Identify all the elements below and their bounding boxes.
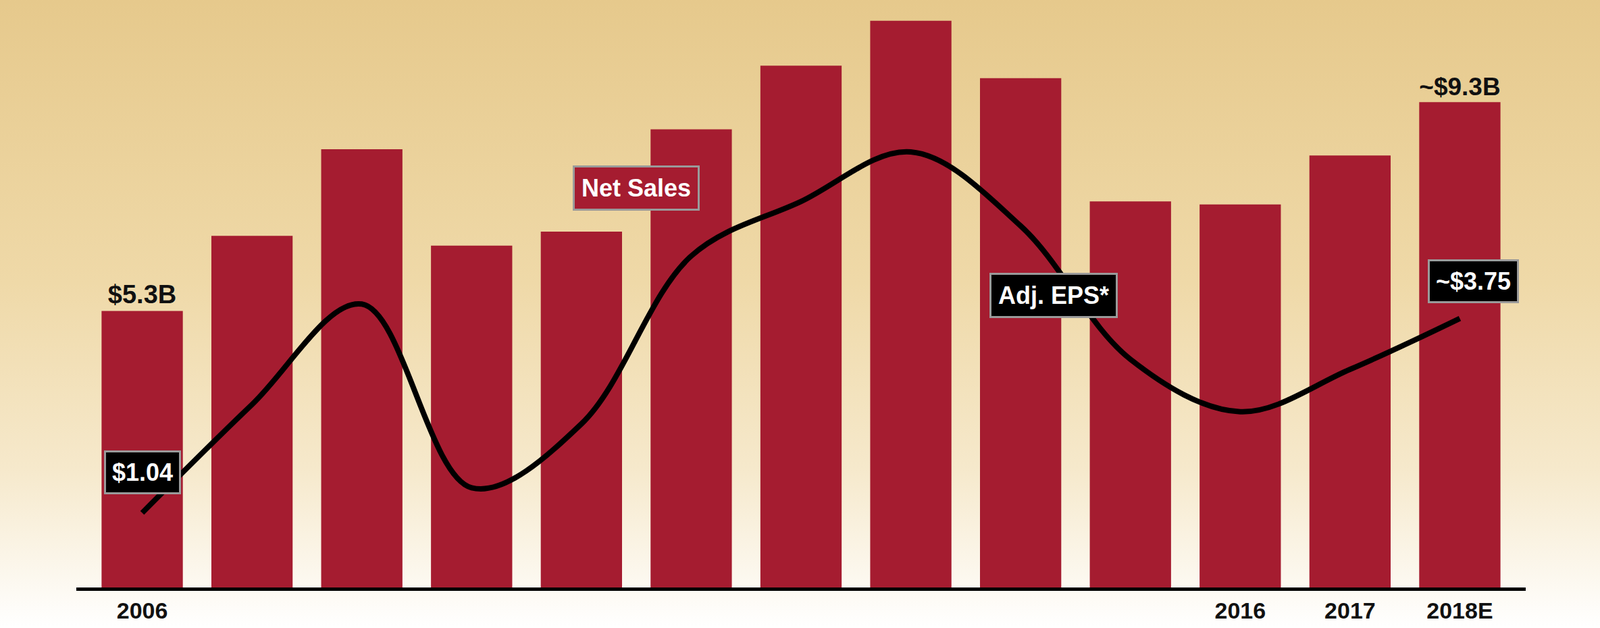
svg-text:Adj. EPS*: Adj. EPS*: [998, 281, 1109, 310]
svg-text:2016: 2016: [1214, 597, 1266, 624]
svg-text:~$9.3B: ~$9.3B: [1418, 72, 1501, 101]
svg-text:~$3.75: ~$3.75: [1435, 267, 1511, 296]
svg-text:2017: 2017: [1324, 597, 1376, 624]
svg-text:$5.3B: $5.3B: [108, 280, 177, 309]
svg-text:Net Sales: Net Sales: [581, 174, 691, 202]
svg-text:$1.04: $1.04: [112, 458, 173, 487]
svg-text:2006: 2006: [116, 597, 169, 624]
svg-text:2018E: 2018E: [1426, 597, 1493, 624]
